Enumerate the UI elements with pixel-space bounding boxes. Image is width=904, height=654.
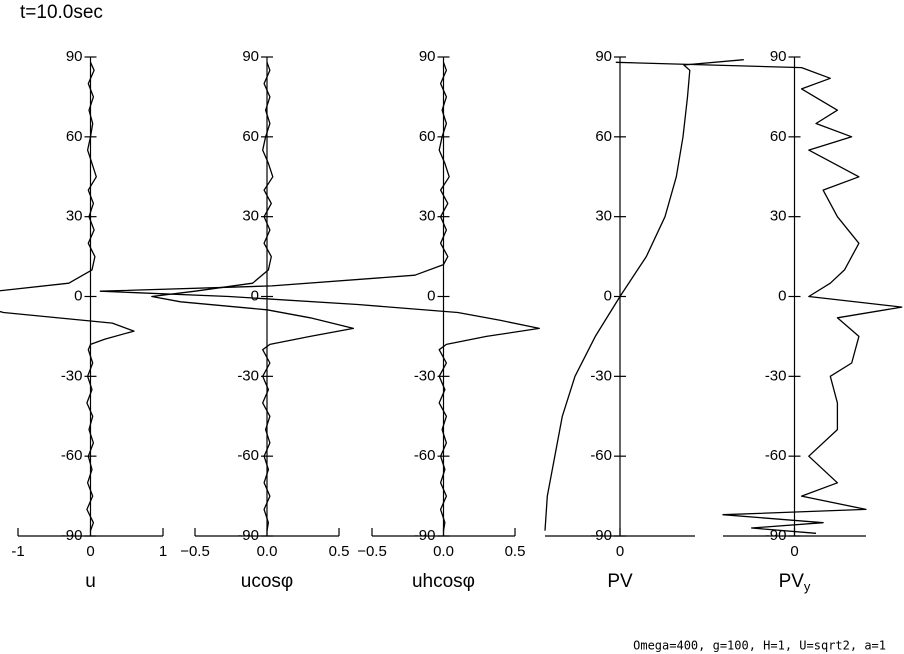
x-tick-label: 0.5 — [505, 543, 526, 560]
y-tick-label: -30 — [765, 367, 787, 384]
x-axis-label-sub: y — [804, 579, 811, 594]
y-tick-label: -90 — [61, 527, 83, 544]
x-tick-label: 0 — [86, 543, 94, 560]
curve — [99, 62, 540, 531]
x-axis-label-text: ucosφ — [241, 571, 293, 592]
y-tick-label: 30 — [419, 208, 436, 225]
x-tick-label: −0.5 — [357, 543, 387, 560]
curve — [615, 61, 903, 534]
x-axis-label: ucosφ — [241, 571, 293, 592]
y-tick-label: 0 — [604, 287, 612, 304]
x-tick-label: 0 — [616, 543, 624, 560]
y-tick-label: -60 — [414, 447, 436, 464]
x-axis-label: PV — [607, 571, 633, 592]
y-tick-label: 60 — [595, 128, 612, 145]
x-tick-label: 0.5 — [329, 543, 350, 560]
x-axis-label: uhcosφ — [412, 571, 475, 592]
y-tick-label: -90 — [590, 527, 612, 544]
y-tick-label: -30 — [237, 367, 259, 384]
y-tick-label: -60 — [765, 447, 787, 464]
x-tick-label: 0 — [790, 543, 798, 560]
y-tick-label: 0 — [778, 287, 786, 304]
y-tick-label: 60 — [242, 128, 259, 145]
y-tick-label: 90 — [595, 48, 612, 65]
x-axis-label-text: PV — [607, 571, 633, 592]
y-tick-label: 60 — [66, 128, 83, 145]
x-axis-label: PVy — [779, 571, 811, 594]
figure-title: t=10.0sec — [20, 2, 103, 23]
x-tick-label: −0.5 — [180, 543, 210, 560]
x-axis-label-text: uhcosφ — [412, 571, 475, 592]
curve — [544, 59, 744, 531]
y-tick-label: 30 — [595, 208, 612, 225]
y-tick-label: -60 — [61, 447, 83, 464]
y-tick-label: 0 — [251, 287, 259, 304]
curve — [0, 62, 135, 531]
y-tick-label: 90 — [770, 48, 787, 65]
y-tick-label: 90 — [242, 48, 259, 65]
x-tick-label: 0.0 — [257, 543, 278, 560]
y-tick-label: 60 — [770, 128, 787, 145]
y-tick-label: -90 — [414, 527, 436, 544]
y-tick-label: -90 — [237, 527, 259, 544]
y-tick-label: 30 — [770, 208, 787, 225]
y-tick-label: -90 — [765, 527, 787, 544]
footnote: Omega=400, g=100, H=1, U=sqrt2, a=1 — [633, 639, 886, 653]
y-tick-label: 0 — [427, 287, 435, 304]
curve — [151, 62, 355, 531]
y-tick-label: 30 — [66, 208, 83, 225]
y-tick-label: -30 — [61, 367, 83, 384]
y-tick-label: 90 — [419, 48, 436, 65]
x-tick-label: -1 — [11, 543, 24, 560]
y-tick-label: -60 — [237, 447, 259, 464]
y-tick-label: -30 — [414, 367, 436, 384]
x-axis-label-text: u — [85, 571, 96, 592]
y-tick-label: -30 — [590, 367, 612, 384]
y-tick-label: 0 — [74, 287, 82, 304]
y-tick-label: 90 — [66, 48, 83, 65]
x-axis-label-text: PV — [779, 571, 805, 592]
x-tick-label: 1 — [159, 543, 167, 560]
y-tick-label: 60 — [419, 128, 436, 145]
x-axis-label: u — [85, 571, 96, 592]
x-tick-label: 0.0 — [433, 543, 454, 560]
y-tick-label: -60 — [590, 447, 612, 464]
y-tick-label: 30 — [242, 208, 259, 225]
